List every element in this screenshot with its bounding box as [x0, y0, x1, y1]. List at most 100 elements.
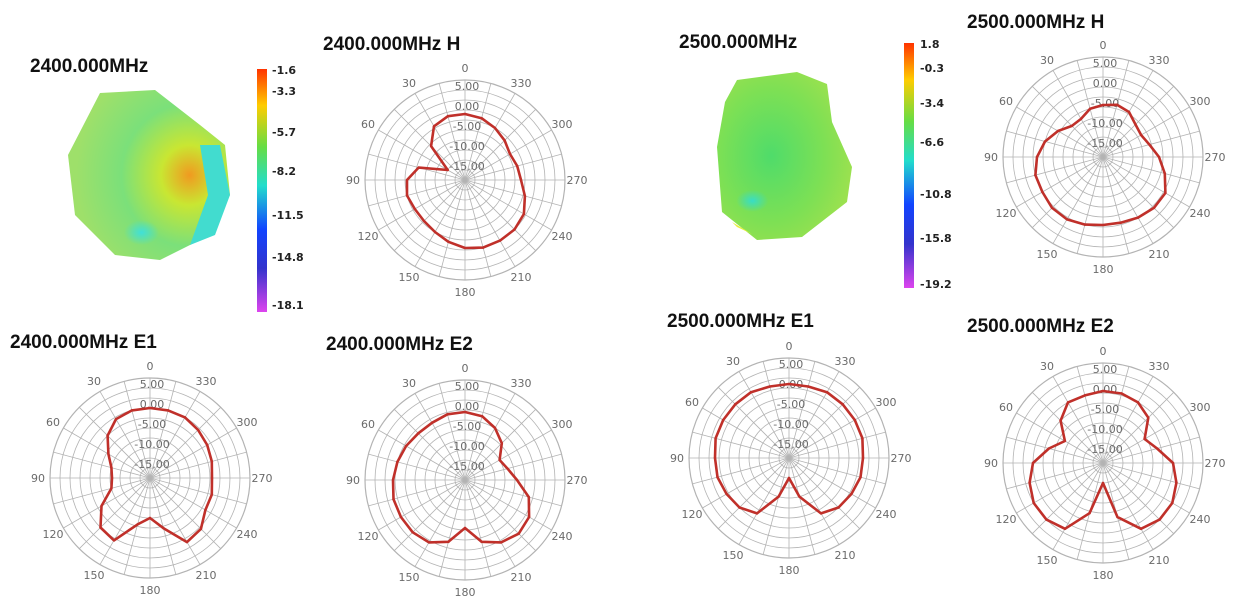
- grid-spoke: [762, 361, 790, 459]
- grid-spoke: [464, 479, 552, 531]
- grid-spoke: [464, 479, 492, 577]
- grid-spoke: [702, 407, 790, 459]
- data-point: [1139, 133, 1143, 137]
- grid-spoke: [1032, 156, 1104, 228]
- angle-tick-label: 210: [511, 271, 532, 284]
- data-point: [114, 417, 118, 421]
- grid-spoke: [1102, 156, 1130, 254]
- data-point: [446, 115, 450, 118]
- data-point: [725, 492, 728, 496]
- angle-tick-label: 330: [511, 77, 532, 90]
- grid-spoke: [718, 457, 790, 529]
- radial-tick-label: -5.00: [453, 420, 481, 433]
- grid-spoke: [788, 407, 876, 459]
- grid-spoke: [79, 407, 151, 479]
- angle-tick-label: 30: [87, 375, 101, 388]
- angle-tick-label: 300: [551, 118, 572, 131]
- data-point: [1059, 419, 1062, 422]
- data-point: [480, 540, 483, 544]
- grid-spoke: [1052, 376, 1104, 464]
- data-point: [447, 540, 450, 544]
- grid-spoke: [378, 429, 466, 481]
- data-point: [99, 526, 102, 529]
- data-point: [777, 495, 780, 498]
- angle-tick-label: 300: [875, 396, 896, 409]
- data-point: [110, 487, 113, 490]
- angle-tick-label: 90: [346, 174, 360, 187]
- data-point: [417, 166, 420, 169]
- data-point: [1035, 155, 1039, 159]
- angle-tick-label: 330: [511, 377, 532, 390]
- data-point: [130, 409, 134, 412]
- grid-spoke: [1102, 376, 1154, 464]
- polar-svg: 5.000.00-5.00-10.00-15.00030609012015018…: [984, 39, 1226, 276]
- angle-tick-label: 120: [43, 528, 64, 541]
- grid-spoke: [788, 457, 876, 509]
- data-point: [432, 125, 436, 128]
- grid-spoke: [464, 479, 562, 507]
- data-point: [734, 403, 737, 406]
- grid-spoke: [1052, 70, 1104, 158]
- radial-tick-label: 5.00: [1093, 57, 1118, 70]
- grid-spoke: [1032, 392, 1104, 464]
- data-point: [714, 437, 717, 440]
- chart-title: 2400.000MHz E1: [10, 332, 157, 353]
- grid-spoke: [702, 457, 790, 509]
- grid-spoke: [788, 457, 816, 555]
- data-point: [1088, 512, 1091, 515]
- angle-tick-label: 30: [402, 377, 416, 390]
- grid-spoke: [1102, 156, 1200, 184]
- data-point: [787, 476, 791, 480]
- data-point: [713, 456, 717, 460]
- data-point: [1115, 103, 1119, 107]
- data-point: [391, 478, 395, 482]
- polar-svg: 5.000.00-5.00-10.00-15.00030609012015018…: [31, 360, 273, 597]
- angle-tick-label: 120: [682, 508, 703, 521]
- grid-spoke: [464, 179, 562, 207]
- polar-svg: 5.000.00-5.00-10.00-15.00030609012015018…: [346, 62, 588, 299]
- grid-spoke: [464, 93, 516, 181]
- polar-chart: 5.00 0.00 -5.00 -10.00 -15.00 0 30 60 90 120 150 18…: [345, 60, 588, 305]
- grid-spoke: [149, 391, 201, 479]
- angle-tick-label: 0: [786, 340, 793, 353]
- angle-tick-label: 270: [567, 474, 588, 487]
- radial-tick-label: -5.00: [777, 398, 805, 411]
- angle-tick-label: 210: [196, 569, 217, 582]
- colorbar-2400-label: -14.8: [272, 251, 304, 264]
- data-point: [522, 212, 526, 216]
- data-point: [1155, 447, 1159, 450]
- data-point: [1043, 140, 1047, 143]
- data-point: [1028, 481, 1031, 484]
- grid-spoke: [1102, 86, 1174, 158]
- data-point: [185, 540, 189, 544]
- data-point: [721, 418, 725, 422]
- grid-spoke: [438, 83, 466, 181]
- angle-tick-label: 210: [835, 549, 856, 562]
- colorbar-2500-label: -19.2: [920, 278, 952, 291]
- angle-tick-label: 60: [999, 401, 1013, 414]
- grid-spoke: [1032, 462, 1104, 534]
- grid-spoke: [149, 451, 247, 479]
- grid-spoke: [1102, 462, 1200, 490]
- radial-tick-label: -10.00: [134, 438, 169, 451]
- data-point: [1063, 527, 1067, 531]
- data-point: [798, 495, 801, 498]
- angle-tick-label: 120: [996, 207, 1017, 220]
- angle-tick-label: 240: [875, 508, 896, 521]
- grid-spoke: [788, 387, 860, 459]
- data-point: [429, 144, 433, 148]
- grid-spoke: [788, 457, 840, 545]
- colorbar-2400-label: -1.6: [272, 64, 297, 77]
- data-point: [1158, 518, 1161, 521]
- colorbar-2400-label: -18.1: [272, 299, 304, 312]
- data-point: [853, 418, 857, 422]
- angle-tick-label: 270: [252, 472, 273, 485]
- data-point: [392, 497, 395, 501]
- data-point: [463, 526, 467, 530]
- colorbar-2500-label: -10.8: [920, 188, 952, 201]
- grid-spoke: [1102, 156, 1190, 208]
- data-point: [527, 515, 531, 519]
- grid-spoke: [1102, 156, 1174, 228]
- data-point: [413, 207, 416, 211]
- grid-spoke: [788, 361, 816, 459]
